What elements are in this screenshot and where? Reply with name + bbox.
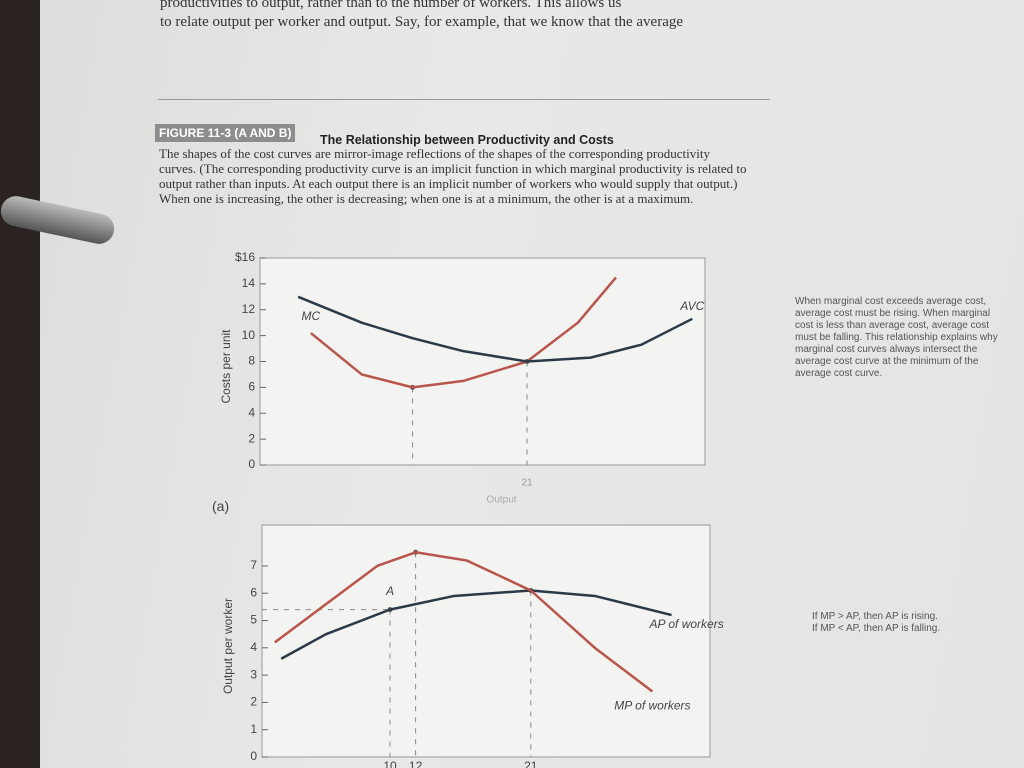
y-tick-label: 2 bbox=[248, 431, 255, 445]
panel-label: (a) bbox=[212, 498, 230, 514]
y-tick-label: 1 bbox=[250, 722, 257, 736]
y-axis-label: Costs per unit bbox=[219, 329, 233, 404]
x-axis-label: Output bbox=[487, 495, 517, 506]
curve bbox=[297, 295, 693, 363]
curve bbox=[274, 551, 654, 693]
plot-area bbox=[259, 257, 706, 466]
y-tick-label: 4 bbox=[248, 405, 255, 419]
note: When marginal cost exceeds average cost,… bbox=[795, 296, 998, 379]
y-tick-label: 6 bbox=[248, 380, 255, 394]
caption: The shapes of the cost curves are mirror… bbox=[159, 146, 747, 206]
text-line: to relate output per worker and output. … bbox=[160, 14, 684, 30]
y-tick-label: $16 bbox=[235, 250, 255, 264]
y-tick-label: 5 bbox=[250, 613, 257, 627]
y-tick-label: 4 bbox=[250, 640, 257, 654]
y-tick-label: 0 bbox=[250, 749, 257, 763]
figure-label: FIGURE 11-3 (A AND B) bbox=[155, 124, 296, 142]
text-line: productivities to output, rather than to… bbox=[160, 0, 622, 11]
note-line: If MP > AP, then AP is rising. bbox=[812, 611, 938, 622]
note-line: If MP < AP, then AP is falling. bbox=[812, 623, 941, 634]
y-tick-label: 8 bbox=[248, 354, 255, 368]
series-label: MC bbox=[302, 309, 321, 323]
annotation: A bbox=[385, 584, 394, 598]
y-axis-label: Output per worker bbox=[221, 598, 235, 694]
y-tick-label: 2 bbox=[250, 695, 257, 709]
y-tick-label: 12 bbox=[242, 302, 256, 316]
y-tick-label: 3 bbox=[250, 667, 257, 681]
x-tick-label: 21 bbox=[524, 759, 538, 768]
series-label: AP of workers bbox=[648, 617, 723, 631]
y-tick-label: 0 bbox=[248, 457, 255, 471]
plot-area bbox=[261, 524, 711, 758]
y-tick-label: 6 bbox=[250, 585, 257, 599]
note: If MP > AP, then AP is rising. If MP < A… bbox=[812, 611, 1012, 635]
binder-edge bbox=[0, 0, 40, 768]
rule bbox=[158, 99, 770, 100]
curve bbox=[280, 589, 672, 660]
series-label: AVC bbox=[679, 299, 704, 313]
curve bbox=[310, 276, 617, 389]
figure-title: The Relationship between Productivity an… bbox=[320, 133, 614, 147]
series-label: MP of workers bbox=[614, 699, 690, 713]
x-tick-label: 10 bbox=[383, 759, 397, 768]
y-tick-label: 10 bbox=[242, 328, 256, 342]
x-tick-label: 12 bbox=[409, 759, 423, 768]
top-text: productivities to output, rather than to… bbox=[160, 0, 683, 32]
y-tick-label: 7 bbox=[250, 558, 257, 572]
x-tick-label: 21 bbox=[521, 478, 533, 489]
y-tick-label: 14 bbox=[242, 276, 256, 290]
